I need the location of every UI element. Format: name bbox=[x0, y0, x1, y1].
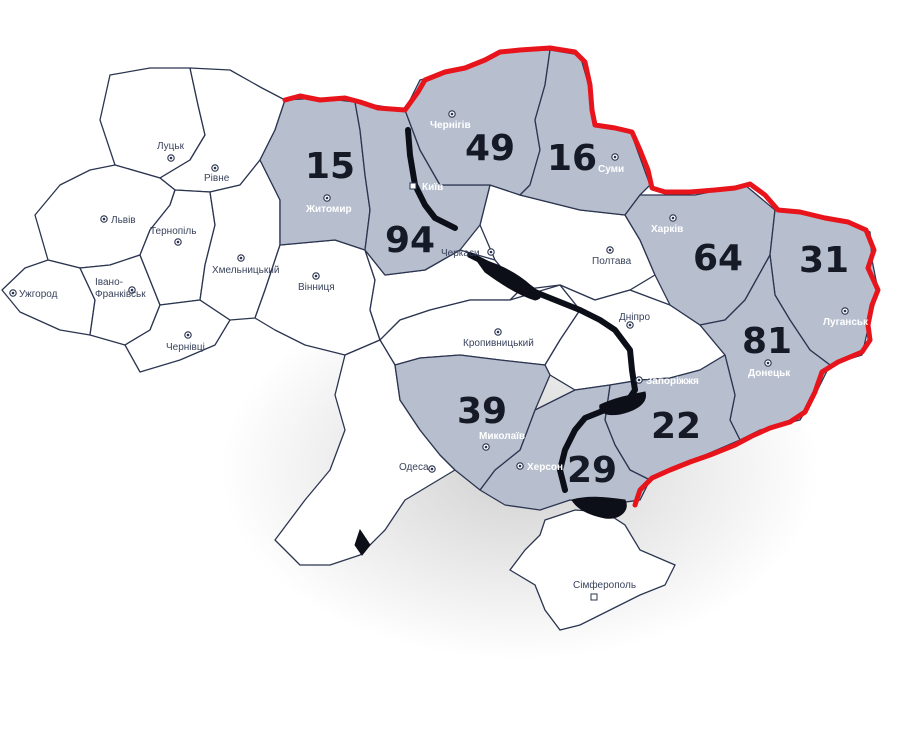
city-donetsk: Донецьк bbox=[748, 359, 791, 379]
count-luhansk: 31 bbox=[799, 240, 849, 281]
city-rivne: Рівне bbox=[204, 164, 230, 184]
city-marker-core-icon bbox=[213, 166, 217, 170]
city-label: Львів bbox=[111, 215, 136, 226]
city-marker-core-icon bbox=[102, 217, 106, 221]
city-label: Чернівці bbox=[166, 342, 205, 353]
city-label: Київ bbox=[422, 182, 443, 193]
city-marker-core-icon bbox=[484, 445, 488, 449]
city-label: Луцьк bbox=[157, 141, 185, 152]
city-kyiv: Київ bbox=[409, 182, 443, 193]
city-label: Кропивницький bbox=[463, 338, 534, 349]
city-label: Рівне bbox=[204, 173, 230, 184]
city-kharkiv: Харків bbox=[651, 214, 683, 235]
city-ivano-frankivsk: Івано- Франківськ bbox=[95, 277, 146, 300]
region-crimea[interactable] bbox=[509, 509, 676, 631]
city-label: Чернігів bbox=[430, 120, 471, 131]
city-label: Дніпро bbox=[619, 312, 650, 323]
city-dnipro: Дніпро bbox=[619, 312, 650, 329]
city-label: Вінниця bbox=[298, 282, 335, 293]
count-chernihiv: 49 bbox=[465, 128, 515, 169]
city-marker-core-icon bbox=[314, 274, 318, 278]
city-lutsk: Луцьк bbox=[157, 141, 185, 162]
count-zhytomyr: 15 bbox=[305, 146, 355, 187]
city-zaporizhzhia: Запоріжжя bbox=[635, 376, 699, 387]
city-kherson: Херсон bbox=[516, 462, 563, 473]
city-label: Харків bbox=[651, 224, 683, 235]
city-marker-core-icon bbox=[613, 155, 617, 159]
city-lviv: Львів bbox=[100, 215, 136, 226]
city-label: Тернопіль bbox=[150, 226, 196, 237]
count-kharkiv: 64 bbox=[693, 238, 743, 279]
city-label: Донецьк bbox=[748, 368, 791, 379]
count-donetsk: 81 bbox=[742, 321, 792, 362]
city-marker-core-icon bbox=[628, 323, 632, 327]
dniester-liman bbox=[354, 528, 371, 556]
city-label: Житомир bbox=[305, 204, 352, 215]
city-marker-core-icon bbox=[450, 112, 454, 116]
city-label: Черкаси bbox=[441, 248, 480, 259]
city-sumy: Суми bbox=[598, 153, 624, 175]
city-label: Ужгород bbox=[19, 289, 58, 300]
city-marker-core-icon bbox=[130, 288, 134, 292]
city-marker-core-icon bbox=[11, 291, 15, 295]
city-chernihiv: Чернігів bbox=[430, 110, 471, 131]
city-label: Херсон bbox=[527, 462, 563, 473]
city-marker-core-icon bbox=[496, 330, 500, 334]
city-label: Миколаїв bbox=[479, 431, 525, 442]
city-vinnytsia: Вінниця bbox=[298, 272, 335, 293]
city-marker-core-icon bbox=[608, 248, 612, 252]
city-marker-core-icon bbox=[430, 467, 434, 471]
city-odesa: Одеса bbox=[399, 462, 436, 473]
city-marker-core-icon bbox=[489, 250, 493, 254]
city-label: Хмельницький bbox=[212, 265, 279, 276]
city-marker-core-icon bbox=[239, 256, 243, 260]
city-marker-core-icon bbox=[169, 156, 173, 160]
capital-marker-icon bbox=[409, 182, 417, 190]
city-khmelnytskyi: Хмельницький bbox=[212, 254, 279, 276]
city-poltava: Полтава bbox=[592, 246, 632, 267]
city-marker-core-icon bbox=[325, 196, 329, 200]
city-marker-core-icon bbox=[843, 309, 847, 313]
city-label: Одеса bbox=[399, 462, 429, 473]
city-chernivtsi: Чернівці bbox=[166, 331, 205, 353]
city-uzhhorod: Ужгород bbox=[9, 289, 58, 300]
city-marker-core-icon bbox=[637, 378, 641, 382]
city-marker-core-icon bbox=[518, 464, 522, 468]
red-border-line bbox=[282, 45, 881, 508]
count-kyiv: 94 bbox=[385, 220, 435, 261]
city-label-line-2: Франківськ bbox=[95, 289, 146, 300]
city-marker-core-icon bbox=[671, 216, 675, 220]
city-marker-icon bbox=[590, 593, 598, 601]
kremenchuk-reservoir bbox=[473, 257, 541, 301]
city-luhansk: Луганськ bbox=[823, 307, 869, 328]
city-label: Полтава bbox=[592, 256, 632, 267]
city-zhytomyr: Житомир bbox=[305, 194, 352, 215]
city-cherkasy: Черкаси bbox=[441, 248, 495, 259]
city-simferopol: Сімферополь bbox=[573, 579, 636, 601]
city-mykolaiv: Миколаїв bbox=[479, 431, 525, 451]
city-ternopil: Тернопіль bbox=[150, 226, 196, 246]
city-label: Суми bbox=[598, 164, 624, 175]
city-label: Запоріжжя bbox=[646, 376, 699, 387]
city-marker-core-icon bbox=[186, 333, 190, 337]
region-mykolaiv[interactable] bbox=[394, 354, 551, 491]
city-kropyvnytskyi: Кропивницький bbox=[463, 328, 534, 349]
city-label: Луганськ bbox=[823, 317, 869, 328]
city-marker-core-icon bbox=[176, 240, 180, 244]
city-marker-core-icon bbox=[766, 361, 770, 365]
kakhovka-reservoir bbox=[599, 391, 647, 416]
count-zaporizhzhia: 22 bbox=[651, 406, 701, 447]
city-label-line-1: Івано- bbox=[95, 277, 123, 288]
city-label: Сімферополь bbox=[573, 579, 636, 591]
count-mykolaiv: 39 bbox=[457, 391, 507, 432]
count-sumy: 16 bbox=[547, 138, 597, 179]
sivash bbox=[571, 496, 627, 519]
count-kherson: 29 bbox=[567, 450, 617, 491]
